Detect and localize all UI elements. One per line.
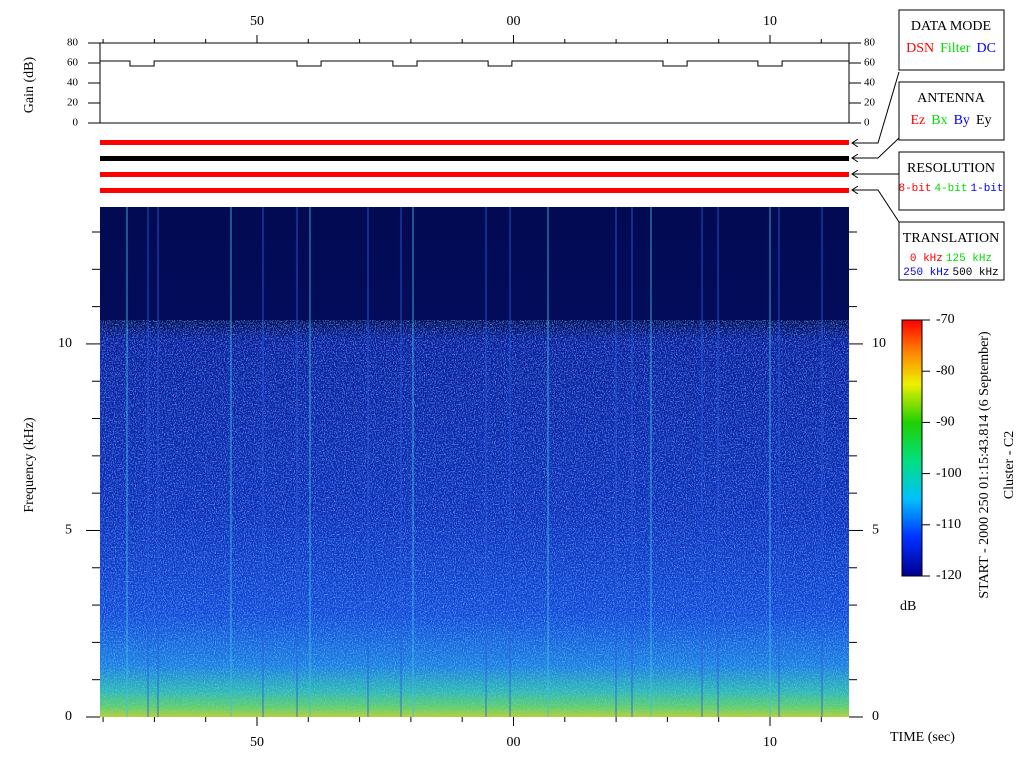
connector-lines xyxy=(852,71,900,223)
annotation: Cluster - C2 xyxy=(1002,431,1017,499)
annotation: START - 2000 250 01:15:43.814 (6 Septemb… xyxy=(977,331,992,599)
mode-option: Filter xyxy=(940,41,971,56)
y-tick-label: 60 xyxy=(864,57,876,69)
mode-option: 125 kHz xyxy=(946,253,992,265)
colorbar-tick-label: -80 xyxy=(936,363,955,378)
y-tick-label: 80 xyxy=(864,37,876,49)
mode-title: TRANSLATION xyxy=(903,231,999,246)
x-tick-label: 50 xyxy=(250,735,264,750)
connector xyxy=(852,71,900,143)
y-tick-label: 0 xyxy=(73,117,79,129)
connector xyxy=(852,190,900,223)
colorbar-tick-label: -110 xyxy=(936,517,961,532)
mode-options: 8-bit 4-bit 1-bit xyxy=(898,183,1003,195)
x-tick-label: 50 xyxy=(250,14,264,29)
mode-title: DATA MODE xyxy=(911,19,991,34)
mode-options: DSN Filter DC xyxy=(906,41,996,56)
x-tick-label: 00 xyxy=(506,14,520,29)
mode-option: 1-bit xyxy=(971,183,1004,195)
y-tick-label: 20 xyxy=(864,97,876,109)
spectrogram-noise xyxy=(100,320,849,717)
colorbar-label: dB xyxy=(900,599,916,614)
status-bar xyxy=(100,156,849,161)
x-tick-label: 10 xyxy=(763,735,777,750)
mode-panel: DATA MODE DSN Filter DC ANTENNA Ez Bx By Ey RESOL… xyxy=(898,9,1005,281)
mode-option: 500 kHz xyxy=(953,267,999,279)
status-bar xyxy=(100,140,849,145)
mode-option: 250 kHz xyxy=(903,267,949,279)
mode-option: 4-bit xyxy=(934,183,967,195)
x-tick-label: 00 xyxy=(506,735,520,750)
y-tick-label: 10 xyxy=(872,336,886,351)
colorbar-tick-label: -100 xyxy=(936,466,962,481)
mode-option: 0 kHz xyxy=(910,253,943,265)
y-tick-label: 40 xyxy=(67,77,79,89)
colorbar-tick-label: -120 xyxy=(936,568,962,583)
gain-frame xyxy=(99,42,850,124)
y-axis-label: Frequency (kHz) xyxy=(22,417,37,513)
colorbar-tick-label: -90 xyxy=(936,415,955,430)
gain-line xyxy=(100,60,849,67)
y-tick-label: 40 xyxy=(864,77,876,89)
y-axis-label: Gain (dB) xyxy=(22,56,37,113)
y-tick-label: 0 xyxy=(864,117,870,129)
y-tick-label: 60 xyxy=(67,57,79,69)
mode-box xyxy=(898,221,1005,281)
mode-option: 8-bit xyxy=(898,183,931,195)
mode-title: RESOLUTION xyxy=(907,161,995,176)
mode-option: DSN xyxy=(906,41,934,56)
mode-title: ANTENNA xyxy=(917,91,986,106)
mode-option: By xyxy=(954,113,970,128)
mode-box xyxy=(898,9,1005,71)
y-tick-label: 5 xyxy=(65,523,72,538)
status-bar xyxy=(100,172,849,177)
mode-options: 0 kHz 125 kHz xyxy=(910,253,992,265)
mode-options: 250 kHz 500 kHz xyxy=(903,267,998,279)
mode-option: DC xyxy=(976,41,995,56)
y-tick-label: 80 xyxy=(67,37,79,49)
status-bar xyxy=(100,188,849,193)
x-tick-label: 10 xyxy=(763,14,777,29)
mode-option: Ez xyxy=(910,113,925,128)
x-axis-label: TIME (sec) xyxy=(890,730,955,745)
colorbar xyxy=(901,319,923,577)
mode-box xyxy=(898,151,1005,211)
y-tick-label: 5 xyxy=(872,523,879,538)
mode-box xyxy=(898,81,1005,141)
colorbar-tick-label: -70 xyxy=(936,312,955,327)
y-tick-label: 20 xyxy=(67,97,79,109)
mode-option: Bx xyxy=(931,113,947,128)
connector xyxy=(852,137,900,158)
y-tick-label: 0 xyxy=(65,709,72,724)
y-tick-label: 10 xyxy=(58,336,72,351)
mode-options: Ez Bx By Ey xyxy=(910,113,991,128)
mode-option: Ey xyxy=(976,113,992,128)
y-tick-label: 0 xyxy=(872,709,879,724)
